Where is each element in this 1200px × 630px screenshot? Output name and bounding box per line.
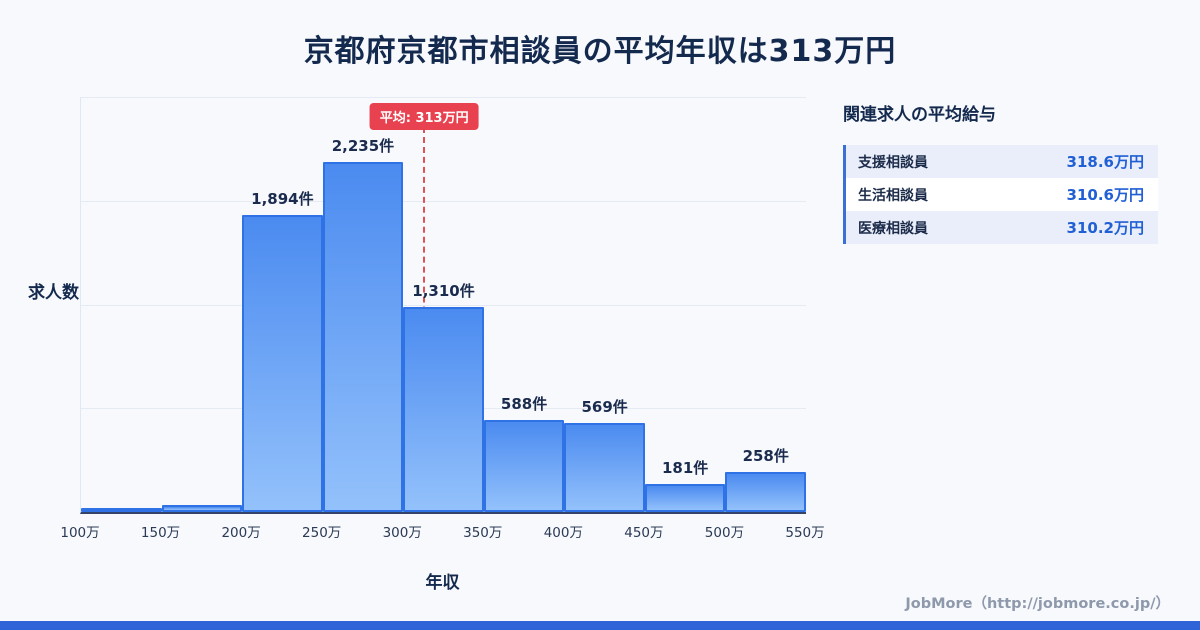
plot-area: 平均: 313万円 1,894件 2,235件 1,310件 588件 569件 181件… — [80, 97, 806, 514]
salary-value: 310.6万円 — [1066, 186, 1144, 204]
histogram-bar — [81, 508, 162, 512]
x-axis-label: 年収 — [425, 573, 460, 593]
histogram-bar — [725, 472, 806, 512]
bar-value-label: 569件 — [581, 398, 628, 416]
gridline — [81, 304, 806, 306]
bar-value-label: 181件 — [662, 459, 709, 477]
salary-table: 支援相談員 318.6万円生活相談員 310.6万円医療相談員 310.2万円 — [843, 145, 1158, 244]
histogram-bar — [161, 505, 243, 512]
histogram-bar — [242, 215, 323, 512]
bar-value-label: 1,310件 — [412, 282, 475, 300]
x-tick-label: 200万 — [221, 525, 261, 541]
bar-value-label: 258件 — [742, 447, 789, 465]
x-tick-label: 100万 — [60, 525, 100, 541]
gridline — [81, 200, 806, 202]
salary-value: 318.6万円 — [1066, 153, 1144, 171]
gridline — [81, 97, 806, 98]
panel-title: 関連求人の平均給与 — [843, 105, 996, 125]
salary-table-row: 生活相談員 310.6万円 — [846, 178, 1158, 211]
x-tick-label: 350万 — [463, 525, 503, 541]
average-badge: 平均: 313万円 — [369, 103, 479, 130]
job-title-label: 生活相談員 — [858, 187, 928, 204]
related-jobs-panel: 関連求人の平均給与 支援相談員 318.6万円生活相談員 310.6万円医療相談員 3… — [843, 100, 1158, 244]
histogram-bar — [564, 423, 645, 512]
histogram-bar — [403, 307, 484, 512]
histogram-bar — [644, 484, 726, 512]
x-tick-label: 250万 — [302, 525, 342, 541]
job-title-label: 支援相談員 — [858, 154, 928, 171]
salary-table-row: 医療相談員 310.2万円 — [846, 211, 1158, 244]
histogram-bar — [322, 162, 404, 512]
y-axis-label: 求人数 — [28, 283, 79, 303]
x-tick-label: 300万 — [382, 525, 422, 541]
x-tick-label: 550万 — [785, 525, 825, 541]
x-tick-label: 150万 — [140, 525, 181, 541]
footer-credit: JobMore（http://jobmore.co.jp/） — [905, 596, 1170, 612]
salary-table-row: 支援相談員 318.6万円 — [846, 145, 1158, 178]
x-tick-label: 400万 — [543, 525, 583, 541]
x-tick-label: 500万 — [704, 525, 745, 541]
job-title-label: 医療相談員 — [858, 220, 928, 237]
salary-value: 310.2万円 — [1066, 219, 1144, 237]
x-axis-ticks: 100万 150万 200万 250万 300万 350万 400万 450万 500万 550万 — [60, 521, 824, 541]
bar-value-label: 588件 — [500, 395, 548, 413]
x-tick-label: 450万 — [624, 525, 664, 541]
bar-value-label: 2,235件 — [331, 137, 395, 155]
bar-value-label: 1,894件 — [251, 190, 314, 208]
histogram-bar — [483, 420, 565, 512]
page-title: 京都府京都市相談員の平均年収は313万円 — [303, 34, 897, 69]
bottom-accent-bar — [0, 621, 1200, 630]
